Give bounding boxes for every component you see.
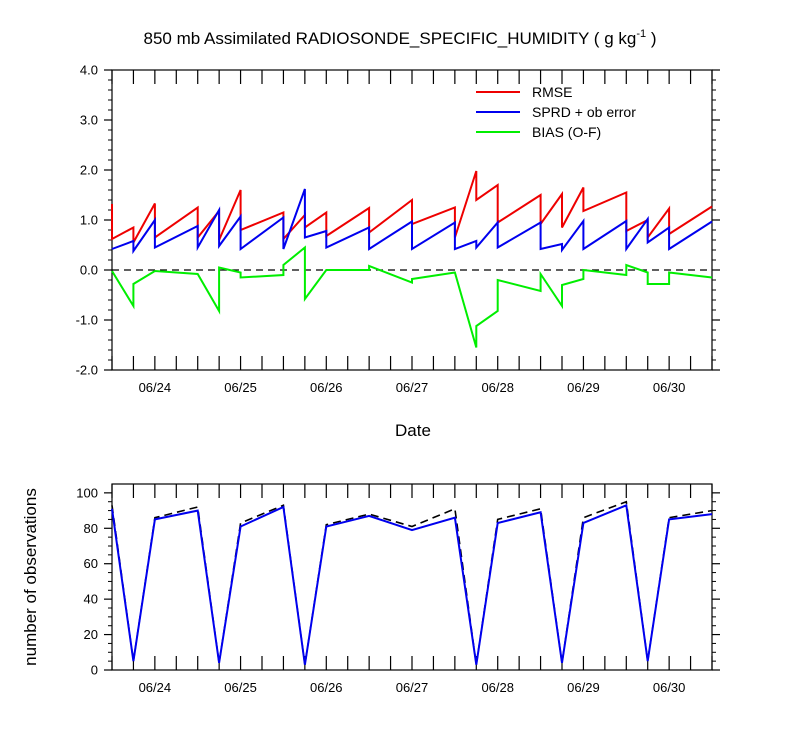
upper-x-tick-label: 06/29 [567,380,600,395]
upper-series-bias-o-f [111,245,713,348]
lower-x-tick-label: 06/29 [567,680,600,695]
upper-x-tick-label: 06/27 [396,380,429,395]
lower-x-tick-label: 06/25 [224,680,257,695]
lower-plot-frame [111,483,713,671]
chart-title-close: ) [646,29,656,48]
upper-panel: 06/24 06/25 06/26 06/27 06/28 06/29 06/30 -2.0 -… [76,63,720,395]
upper-x-tick-label: 06/28 [481,380,514,395]
lower-y-tick-label: 60 [84,556,98,571]
upper-y-tick-label: 4.0 [80,63,98,78]
lower-series-obs-used [111,503,713,665]
lower-x-tick-label: 06/24 [139,680,172,695]
lower-series-obs-possible [111,500,713,665]
lower-y-tick-label: 100 [76,485,98,500]
chart-title-main: 850 mb Assimilated RADIOSONDE_SPECIFIC_H… [144,29,637,48]
lower-panel: 06/24 06/25 06/26 06/27 06/28 06/29 06/30 0 20 40… [76,483,720,695]
lower-y-tick-label: 80 [84,521,98,536]
lower-x-tick-label: 06/30 [653,680,686,695]
upper-x-tick-label: 06/30 [653,380,686,395]
upper-y-tick-label: -2.0 [76,363,98,378]
chart-title: 850 mb Assimilated RADIOSONDE_SPECIFIC_H… [144,28,657,48]
upper-y-tick-label: 1.0 [80,213,98,228]
legend-label-bias: BIAS (O-F) [532,124,601,140]
upper-x-axis-title: Date [395,421,431,440]
chart-title-superscript: -1 [636,28,646,40]
lower-y-tick-label: 20 [84,627,98,642]
lower-y-tick-label: 40 [84,592,98,607]
legend: RMSE SPRD + ob error BIAS (O-F) [476,84,636,140]
upper-y-tick-label: 0.0 [80,263,98,278]
lower-x-tick-label: 06/26 [310,680,343,695]
upper-y-tick-label: 3.0 [80,113,98,128]
upper-x-tick-label: 06/25 [224,380,257,395]
upper-x-tick-label: 06/24 [139,380,172,395]
legend-label-sprd: SPRD + ob error [532,104,636,120]
upper-x-tick-label: 06/26 [310,380,343,395]
legend-label-rmse: RMSE [532,84,572,100]
lower-y-tick-label: 0 [91,663,98,678]
upper-series-sprd-ob-error [111,188,713,255]
lower-x-tick-label: 06/28 [481,680,514,695]
upper-y-tick-label: 2.0 [80,163,98,178]
lower-y-axis-title: number of observations [21,488,40,666]
lower-x-tick-label: 06/27 [396,680,429,695]
upper-y-tick-label: -1.0 [76,313,98,328]
